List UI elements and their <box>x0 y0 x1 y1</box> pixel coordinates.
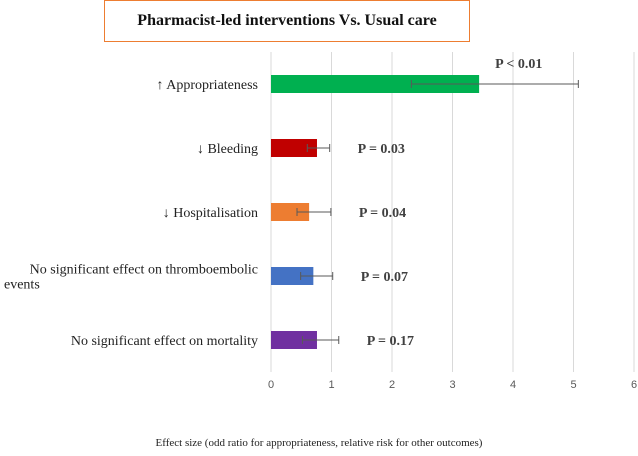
bar <box>271 331 317 349</box>
category-label-line: No significant effect on thromboembolic <box>30 263 258 278</box>
p-value-label: P < 0.01 <box>495 57 542 72</box>
bar <box>271 75 480 93</box>
x-tick-label: 5 <box>570 379 576 391</box>
category-label: ↓ Hospitalisation <box>163 206 258 221</box>
category-label-line: events <box>4 278 40 293</box>
x-tick-label: 6 <box>631 379 637 391</box>
category-label-line: ↑ Appropriateness <box>157 78 258 93</box>
category-label-line: No significant effect on mortality <box>71 334 258 349</box>
bar <box>271 203 310 221</box>
x-tick-label: 2 <box>389 379 395 391</box>
p-value-label: P = 0.17 <box>367 334 414 349</box>
bar <box>271 267 314 285</box>
category-label-line: ↓ Bleeding <box>197 142 258 157</box>
x-tick-label: 1 <box>328 379 334 391</box>
category-label: No significant effect on thromboembolic e… <box>4 263 258 293</box>
x-tick-label: 4 <box>510 379 516 391</box>
category-label-line: ↓ Hospitalisation <box>163 206 258 221</box>
category-label: ↑ Appropriateness <box>157 78 258 93</box>
bar-chart: 0 1 2 3 4 5 6 ↑ Appropriateness P < 0.01 ↓ Bleedi… <box>4 52 637 391</box>
x-axis-label: Effect size (odd ratio for appropriatene… <box>155 437 483 449</box>
chart-title: Pharmacist-led interventions Vs. Usual c… <box>137 12 437 29</box>
x-tick-label: 0 <box>268 379 274 391</box>
category-label: No significant effect on mortality <box>71 334 258 349</box>
p-value-label: P = 0.04 <box>359 206 406 221</box>
p-value-label: P = 0.03 <box>358 142 405 157</box>
bar <box>271 139 317 157</box>
chart-title-box: Pharmacist-led interventions Vs. Usual c… <box>104 0 470 42</box>
category-label: ↓ Bleeding <box>197 142 258 157</box>
p-value-label: P = 0.07 <box>361 270 408 285</box>
x-tick-label: 3 <box>449 379 455 391</box>
